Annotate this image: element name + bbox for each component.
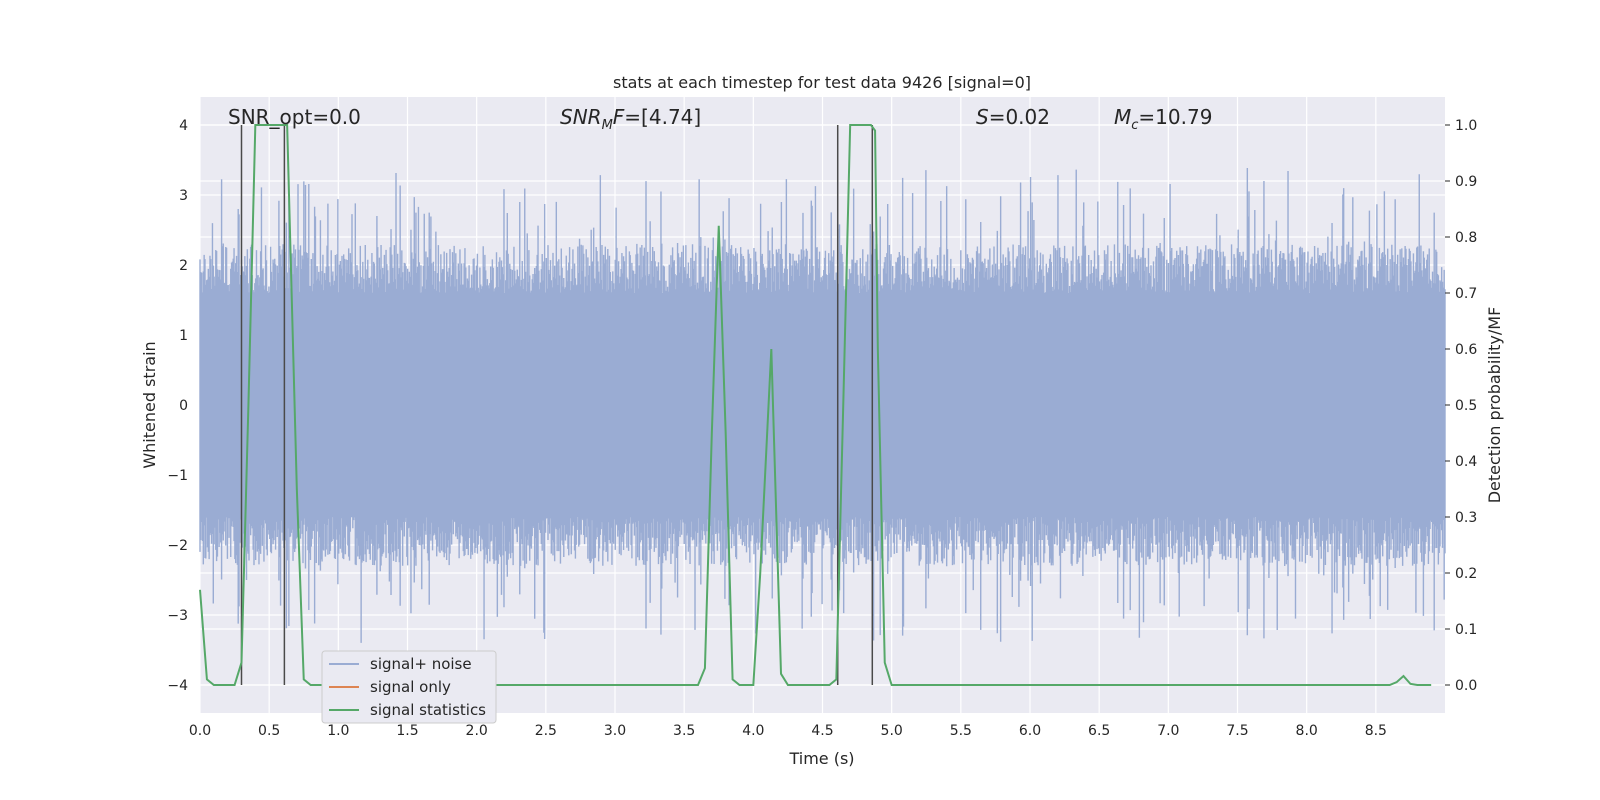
x-tick-label: 4.0 <box>742 723 764 739</box>
x-tick-label: 7.0 <box>1157 723 1179 739</box>
x-tick-label: 3.5 <box>673 723 695 739</box>
legend: signal+ noise signal only signal statist… <box>321 650 497 724</box>
x-tick-label: 1.0 <box>327 723 349 739</box>
x-tick-label: 5.5 <box>950 723 972 739</box>
y-tick-label: −2 <box>167 538 188 554</box>
y-right-tick-label: 0.8 <box>1455 230 1477 246</box>
y-tick-label: −3 <box>167 608 188 624</box>
noise-trace <box>199 167 1446 643</box>
y-tick-label: 2 <box>179 258 188 274</box>
y-right-tick-label: 0.6 <box>1455 342 1477 358</box>
y-tick-label: −4 <box>167 678 188 694</box>
signal-noise-series <box>199 167 1446 643</box>
x-tick-label: 6.5 <box>1088 723 1110 739</box>
y-tick-label: −1 <box>167 468 188 484</box>
y-tick-label: 4 <box>179 118 188 134</box>
legend-label-signal-only: signal only <box>370 678 451 696</box>
x-tick-label: 5.0 <box>881 723 903 739</box>
s-value: =0.02 <box>989 105 1050 129</box>
y-tick-label: 1 <box>179 328 188 344</box>
y-right-tick-label: 0.2 <box>1455 566 1477 582</box>
snr-opt-annotation: SNR_opt=0.0 <box>228 105 361 129</box>
y-right-tick-label: 0.1 <box>1455 622 1477 638</box>
y-right-tick-labels: 0.0 0.1 0.2 0.3 0.4 0.5 0.6 0.7 0.8 0.9 1.0 <box>1445 118 1477 694</box>
x-tick-label: 0.0 <box>189 723 211 739</box>
s-annotation: S=0.02 <box>976 105 1050 129</box>
y-tick-label: 0 <box>179 398 188 414</box>
x-tick-label: 7.5 <box>1226 723 1248 739</box>
vertical-marker-lines <box>240 125 874 685</box>
x-tick-labels: 0.0 0.5 1.0 1.5 2.0 2.5 3.0 3.5 4.0 4.5 5.0 5.5 6.0 6… <box>189 723 1387 739</box>
y-right-tick-label: 0.0 <box>1455 678 1477 694</box>
y-right-tick-label: 0.7 <box>1455 286 1477 302</box>
y-right-tick-label: 1.0 <box>1455 118 1477 134</box>
x-tick-label: 2.0 <box>466 723 488 739</box>
mc-value: =10.79 <box>1138 105 1212 129</box>
x-tick-label: 2.5 <box>535 723 557 739</box>
snr-mf-annotation: SNRMF=[4.74] <box>560 105 701 133</box>
x-tick-label: 1.5 <box>396 723 418 739</box>
x-tick-label: 8.5 <box>1365 723 1387 739</box>
x-tick-label: 3.0 <box>604 723 626 739</box>
legend-label-statistics: signal statistics <box>370 701 486 719</box>
x-tick-label: 6.0 <box>1019 723 1041 739</box>
y-right-tick-label: 0.4 <box>1455 454 1477 470</box>
y-right-axis-title: Detection probability/MF <box>1485 307 1504 504</box>
mc-annotation: Mc=10.79 <box>1114 105 1212 133</box>
x-tick-label: 0.5 <box>258 723 280 739</box>
y-right-tick-label: 0.3 <box>1455 510 1477 526</box>
y-axis-title: Whitened strain <box>140 341 159 468</box>
y-tick-labels: −4 −3 −2 −1 0 1 2 3 4 <box>167 118 188 694</box>
x-axis-title: Time (s) <box>788 749 854 768</box>
legend-box <box>321 650 497 724</box>
x-tick-label: 4.5 <box>811 723 833 739</box>
y-right-tick-label: 0.9 <box>1455 174 1477 190</box>
x-tick-label: 8.0 <box>1296 723 1318 739</box>
y-right-tick-label: 0.5 <box>1455 398 1477 414</box>
signal-statistics-series <box>199 124 1432 686</box>
legend-label-noise: signal+ noise <box>370 655 472 673</box>
snr-mf-value: =[4.74] <box>624 105 701 129</box>
y-tick-label: 3 <box>179 188 188 204</box>
chart-title: stats at each timestep for test data 942… <box>613 73 1031 92</box>
